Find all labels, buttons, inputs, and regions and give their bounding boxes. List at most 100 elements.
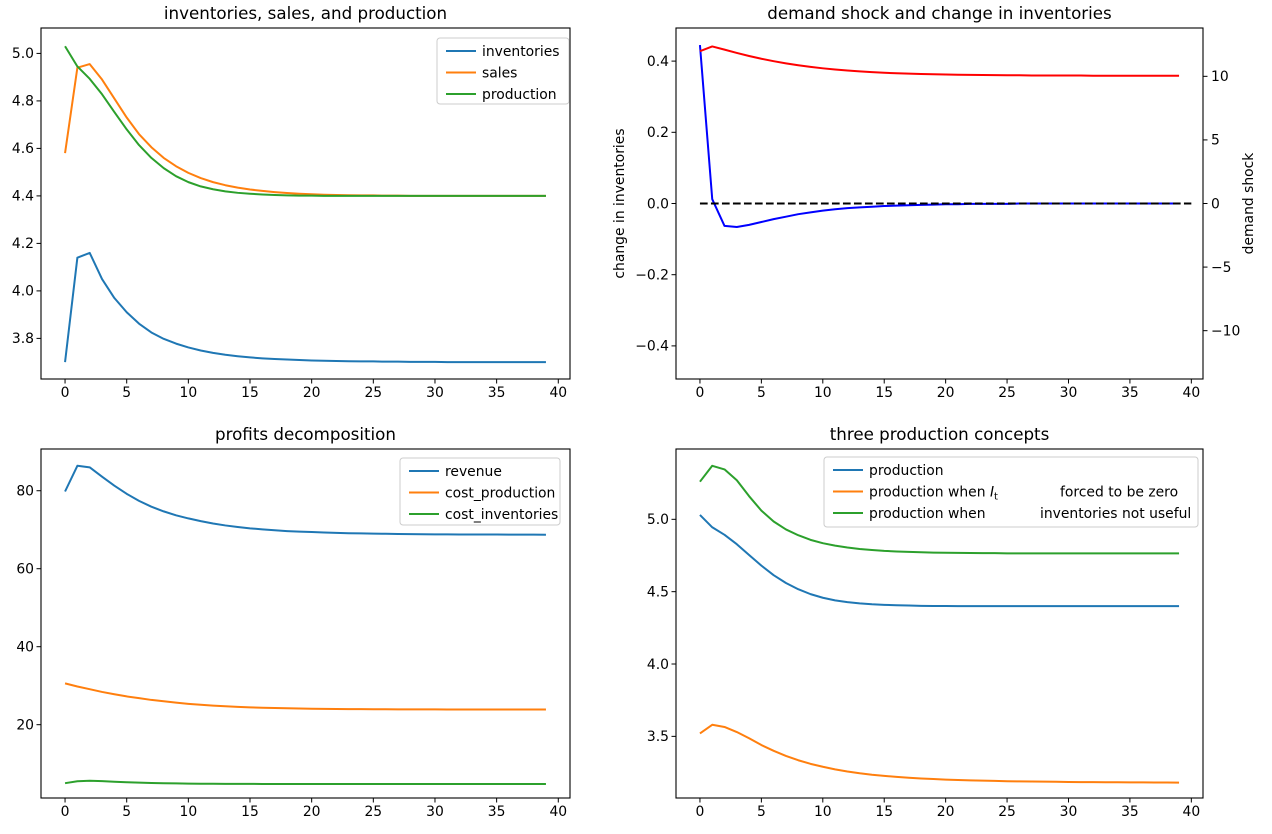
x-tick-label: 25 (364, 804, 382, 820)
legend-label: sales (482, 65, 517, 81)
x-tick-label: 20 (937, 804, 955, 820)
y-tick-label: 3.5 (647, 729, 669, 745)
right-y-tick-label: 10 (1211, 69, 1229, 85)
series-production-when-inventories-not-useful-line (699, 464, 1180, 555)
series-inventories-line (64, 251, 546, 364)
right-y-tick-label: −5 (1211, 260, 1231, 276)
x-tick-label: 30 (1060, 385, 1078, 401)
series-revenue-line (64, 464, 546, 536)
x-tick-label: 35 (1121, 385, 1139, 401)
x-tick-label: 5 (122, 804, 131, 820)
legend-label: production (869, 463, 944, 479)
x-tick-label: 15 (875, 385, 893, 401)
y-tick-label: 5.0 (647, 512, 669, 528)
x-tick-label: 30 (1060, 804, 1078, 820)
chart-title: three production concepts (830, 424, 1050, 444)
legend-label: cost_inventories (445, 507, 558, 523)
x-tick-label: 5 (122, 385, 131, 401)
left-axis-label: change in inventories (612, 128, 628, 278)
x-tick-label: 40 (1182, 385, 1200, 401)
x-tick-label: 15 (241, 385, 259, 401)
chart-title: demand shock and change in inventories (767, 3, 1112, 23)
y-tick-label: 4.2 (12, 236, 34, 252)
x-tick-label: 0 (61, 385, 70, 401)
chart-three-production-concepts: 0 5 10 15 20 25 30 35 40 3.5 4.0 4.5 5.0 three produc… (647, 424, 1204, 820)
x-tick-label: 40 (549, 804, 567, 820)
x-tick-label: 10 (180, 804, 198, 820)
x-tick-label: 15 (875, 804, 893, 820)
legend: production production when It forced to be… (823, 456, 1199, 528)
x-tick-label: 0 (696, 804, 705, 820)
y-tick-label: 4.5 (647, 584, 669, 600)
legend: inventories sales production (436, 37, 570, 105)
legend-frame (399, 457, 561, 526)
x-tick-label: 10 (814, 385, 832, 401)
x-tick-label: 30 (426, 385, 444, 401)
y-tick-label: 20 (16, 717, 34, 733)
x-tick-label: 35 (488, 385, 506, 401)
x-tick-label: 10 (180, 385, 198, 401)
x-tick-label: 40 (1182, 804, 1200, 820)
legend-label: production (482, 87, 557, 103)
x-tick-label: 5 (757, 804, 766, 820)
y-tick-label: 60 (16, 562, 34, 578)
y-tick-label: 5.0 (12, 46, 34, 62)
series-production-line (699, 514, 1180, 608)
x-tick-label: 25 (998, 804, 1016, 820)
legend-label: production when It forced to be zero (869, 484, 1178, 502)
chart-inventories-sales-production: 0 5 10 15 20 25 30 35 40 3.8 4.0 4.2 4.4 4.6 4.8 5.0 inv… (12, 3, 571, 401)
x-tick-label: 20 (937, 385, 955, 401)
legend-label: inventories (482, 44, 560, 60)
chart-title: inventories, sales, and production (164, 3, 447, 23)
legend-label: cost_production (445, 485, 555, 501)
x-tick-label: 10 (814, 804, 832, 820)
x-tick-label: 40 (549, 385, 567, 401)
x-tick-label: 35 (1121, 804, 1139, 820)
legend-label: production when inventories not useful (869, 506, 1191, 522)
x-tick-label: 35 (488, 804, 506, 820)
axes-frame (675, 448, 1204, 799)
y-tick-label: 40 (16, 640, 34, 656)
axes-frame (40, 448, 571, 799)
y-tick-label: 4.6 (12, 141, 34, 157)
chart-demand-shock-and-change-in-inventories: 0 5 10 15 20 25 30 35 40 −0.4 −0.2 0.0 0.2 0.4 −10 −5 0 5… (612, 3, 1257, 401)
x-tick-label: 15 (241, 804, 259, 820)
y-tick-label: 4.0 (647, 657, 669, 673)
chart-title: profits decomposition (215, 424, 396, 444)
series-production-when-i-t-forced-to-be-zero-line (699, 723, 1180, 784)
x-tick-label: 0 (696, 385, 705, 401)
right-y-tick-label: 5 (1211, 133, 1220, 149)
y-tick-label: 4.8 (12, 94, 34, 110)
legend: revenue cost_production cost_inventories (399, 457, 561, 526)
y-tick-label: 3.8 (12, 331, 34, 347)
chart-profits-decomposition: 0 5 10 15 20 25 30 35 40 20 40 60 80 profits decompos… (16, 424, 571, 820)
y-tick-label: 4.0 (12, 284, 34, 300)
x-tick-label: 20 (303, 804, 321, 820)
y-tick-label: 0.2 (647, 125, 669, 141)
legend-frame (823, 456, 1199, 528)
series-cost-production-line (64, 682, 546, 711)
x-tick-label: 30 (426, 804, 444, 820)
right-y-tick-label: −10 (1211, 323, 1240, 339)
legend-frame (436, 37, 570, 105)
y-tick-label: −0.4 (635, 339, 669, 355)
right-axis-label: demand shock (1241, 153, 1257, 255)
right-y-tick-label: 0 (1211, 196, 1220, 212)
x-tick-label: 5 (757, 385, 766, 401)
x-tick-label: 25 (364, 385, 382, 401)
series-production-line (64, 45, 546, 197)
y-tick-label: −0.2 (635, 267, 669, 283)
legend-label: revenue (445, 464, 502, 480)
x-tick-label: 0 (61, 804, 70, 820)
series-cost-inventories-line (64, 779, 546, 786)
x-tick-label: 25 (998, 385, 1016, 401)
series-change-in-inventories-line (698, 45, 1180, 228)
y-tick-label: 0.0 (647, 196, 669, 212)
y-tick-label: 80 (16, 484, 34, 500)
series-demand-shock-line (699, 45, 1180, 77)
y-tick-label: 0.4 (647, 54, 669, 70)
axes-frame (40, 27, 571, 380)
x-tick-label: 20 (303, 385, 321, 401)
